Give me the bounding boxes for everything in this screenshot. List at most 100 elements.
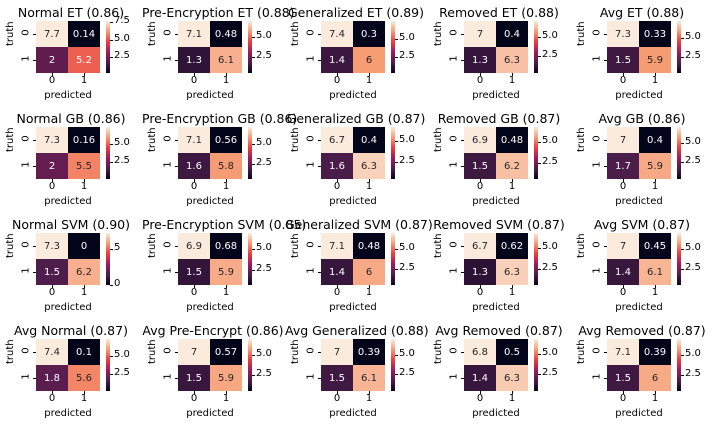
x-tick-mark [369,391,370,394]
panel-title: Avg SVM (0.87) [594,217,690,232]
panel-title: Normal SVM (0.90) [11,217,131,232]
y-tick-label: 0 [591,347,603,354]
x-tick-mark [369,73,370,76]
colorbar-tick-mark [538,162,541,164]
y-tick-mark [175,60,178,61]
heatmap-cell: 5.9 [210,365,242,391]
colorbar-tick-label: 2.5 [542,367,558,379]
x-tick-label: 1 [365,75,373,86]
x-tick-mark [623,73,624,76]
y-axis-label: truth [576,339,587,364]
heatmap: 7 0.4 1.3 6.3 [464,21,528,73]
x-tick-mark [337,391,338,394]
x-axis-label: predicted [186,408,234,419]
y-tick-label: 0 [448,347,460,354]
colorbar-tick-mark [681,142,684,144]
x-axis-label: predicted [615,196,663,207]
colorbar-tick-mark [252,355,255,357]
x-tick-mark [369,179,370,182]
y-tick-label: 1 [448,373,460,380]
heatmap: 7.4 0.3 1.4 6 [321,21,385,73]
colorbar-tick-label: 2.5 [685,155,701,167]
y-tick-label: 0 [305,29,317,36]
heatmap-cell: 0.56 [210,127,242,153]
colorbar-tick-mark [395,249,398,251]
heatmap-cell: 5.9 [210,259,242,285]
x-tick-mark [52,285,53,288]
x-axis-label: predicted [472,196,520,207]
colorbar [248,339,252,391]
y-tick-label: 1 [591,267,603,274]
x-tick-label: 1 [508,287,516,298]
colorbar [534,339,538,391]
panel-title: Removed SVM (0.87) [433,217,565,232]
y-axis-label: truth [290,233,301,258]
heatmap: 7 0.39 1.5 6.1 [321,339,385,391]
confusion-panel: Normal GB (0.86) truth predicted 7.3 0.16 2 5.… [0,106,142,212]
heatmap: 7 0.45 1.4 6.1 [607,233,671,285]
confusion-panel: Pre-Encryption GB (0.86) truth predicted 7.… [142,106,298,212]
confusion-panel: Avg Generalized (0.88) truth predicted 7 0.3… [285,318,429,424]
x-tick-label: 1 [651,393,659,404]
confusion-panel: Removed SVM (0.87) truth predicted 6.7 0.62 1… [428,212,570,318]
colorbar [677,339,681,391]
heatmap-cell: 0.4 [639,127,671,153]
x-tick-label: 1 [651,181,659,192]
x-tick-mark [84,285,85,288]
heatmap-cell: 7.3 [607,21,639,47]
heatmap-cell: 7 [607,233,639,259]
colorbar-tick-mark [538,56,541,58]
colorbar-tick-label: 5.0 [685,241,701,253]
colorbar-tick-mark [395,354,398,356]
heatmap: 7.1 0.56 1.6 5.8 [178,127,242,179]
y-tick-mark [33,246,36,247]
heatmap: 7.1 0.48 1.4 6 [321,233,385,285]
x-tick-mark [194,285,195,288]
colorbar-tick-mark [110,249,113,251]
colorbar [106,127,110,179]
confusion-panel: Pre-Encryption ET (0.88) truth predicted 7.… [142,0,295,106]
colorbar-tick-label: 2.5 [542,49,558,61]
heatmap-cell: 6.9 [178,233,210,259]
confusion-panel: Generalized ET (0.89) truth predicted 7.4 0.… [285,0,427,106]
heatmap-cell: 7 [321,339,353,365]
x-axis-label: predicted [329,90,377,101]
colorbar-tick-label: 2.5 [114,154,130,166]
x-tick-mark [226,73,227,76]
x-tick-label: 0 [48,75,56,86]
y-axis-label: truth [576,233,587,258]
y-tick-label: 0 [162,241,174,248]
heatmap: 7 0.57 1.5 5.9 [178,339,242,391]
colorbar-tick-mark [538,268,541,270]
x-tick-mark [194,179,195,182]
heatmap-cell: 5.2 [68,47,100,73]
colorbar-tick-label: 5.0 [685,31,701,43]
y-tick-mark [604,378,607,379]
y-tick-label: 1 [591,55,603,62]
heatmap-cell: 1.5 [607,47,639,73]
x-tick-mark [84,73,85,76]
x-tick-label: 0 [619,75,627,86]
colorbar [391,127,395,179]
x-tick-label: 1 [80,75,88,86]
colorbar-tick-mark [395,56,398,58]
y-tick-mark [461,246,464,247]
heatmap-cell: 1.5 [36,259,68,285]
y-tick-label: 0 [305,241,317,248]
panel-title: Pre-Encryption GB (0.86) [142,111,298,126]
heatmap-cell: 0.14 [68,21,100,47]
x-tick-label: 0 [333,75,341,86]
heatmap: 7.4 0.1 1.8 5.6 [36,339,100,391]
y-axis-label: truth [433,127,444,152]
heatmap-cell: 7.1 [178,21,210,47]
colorbar [106,21,110,73]
y-tick-mark [461,378,464,379]
y-tick-mark [175,352,178,353]
colorbar-tick-label: 5.0 [399,134,415,146]
x-axis-label: predicted [44,90,92,101]
colorbar-tick-label: 5.0 [256,348,272,360]
heatmap-cell: 1.5 [178,259,210,285]
panel-title: Avg Generalized (0.88) [285,323,429,338]
heatmap-cell: 0.48 [353,233,385,259]
colorbar-tick-mark [395,38,398,40]
